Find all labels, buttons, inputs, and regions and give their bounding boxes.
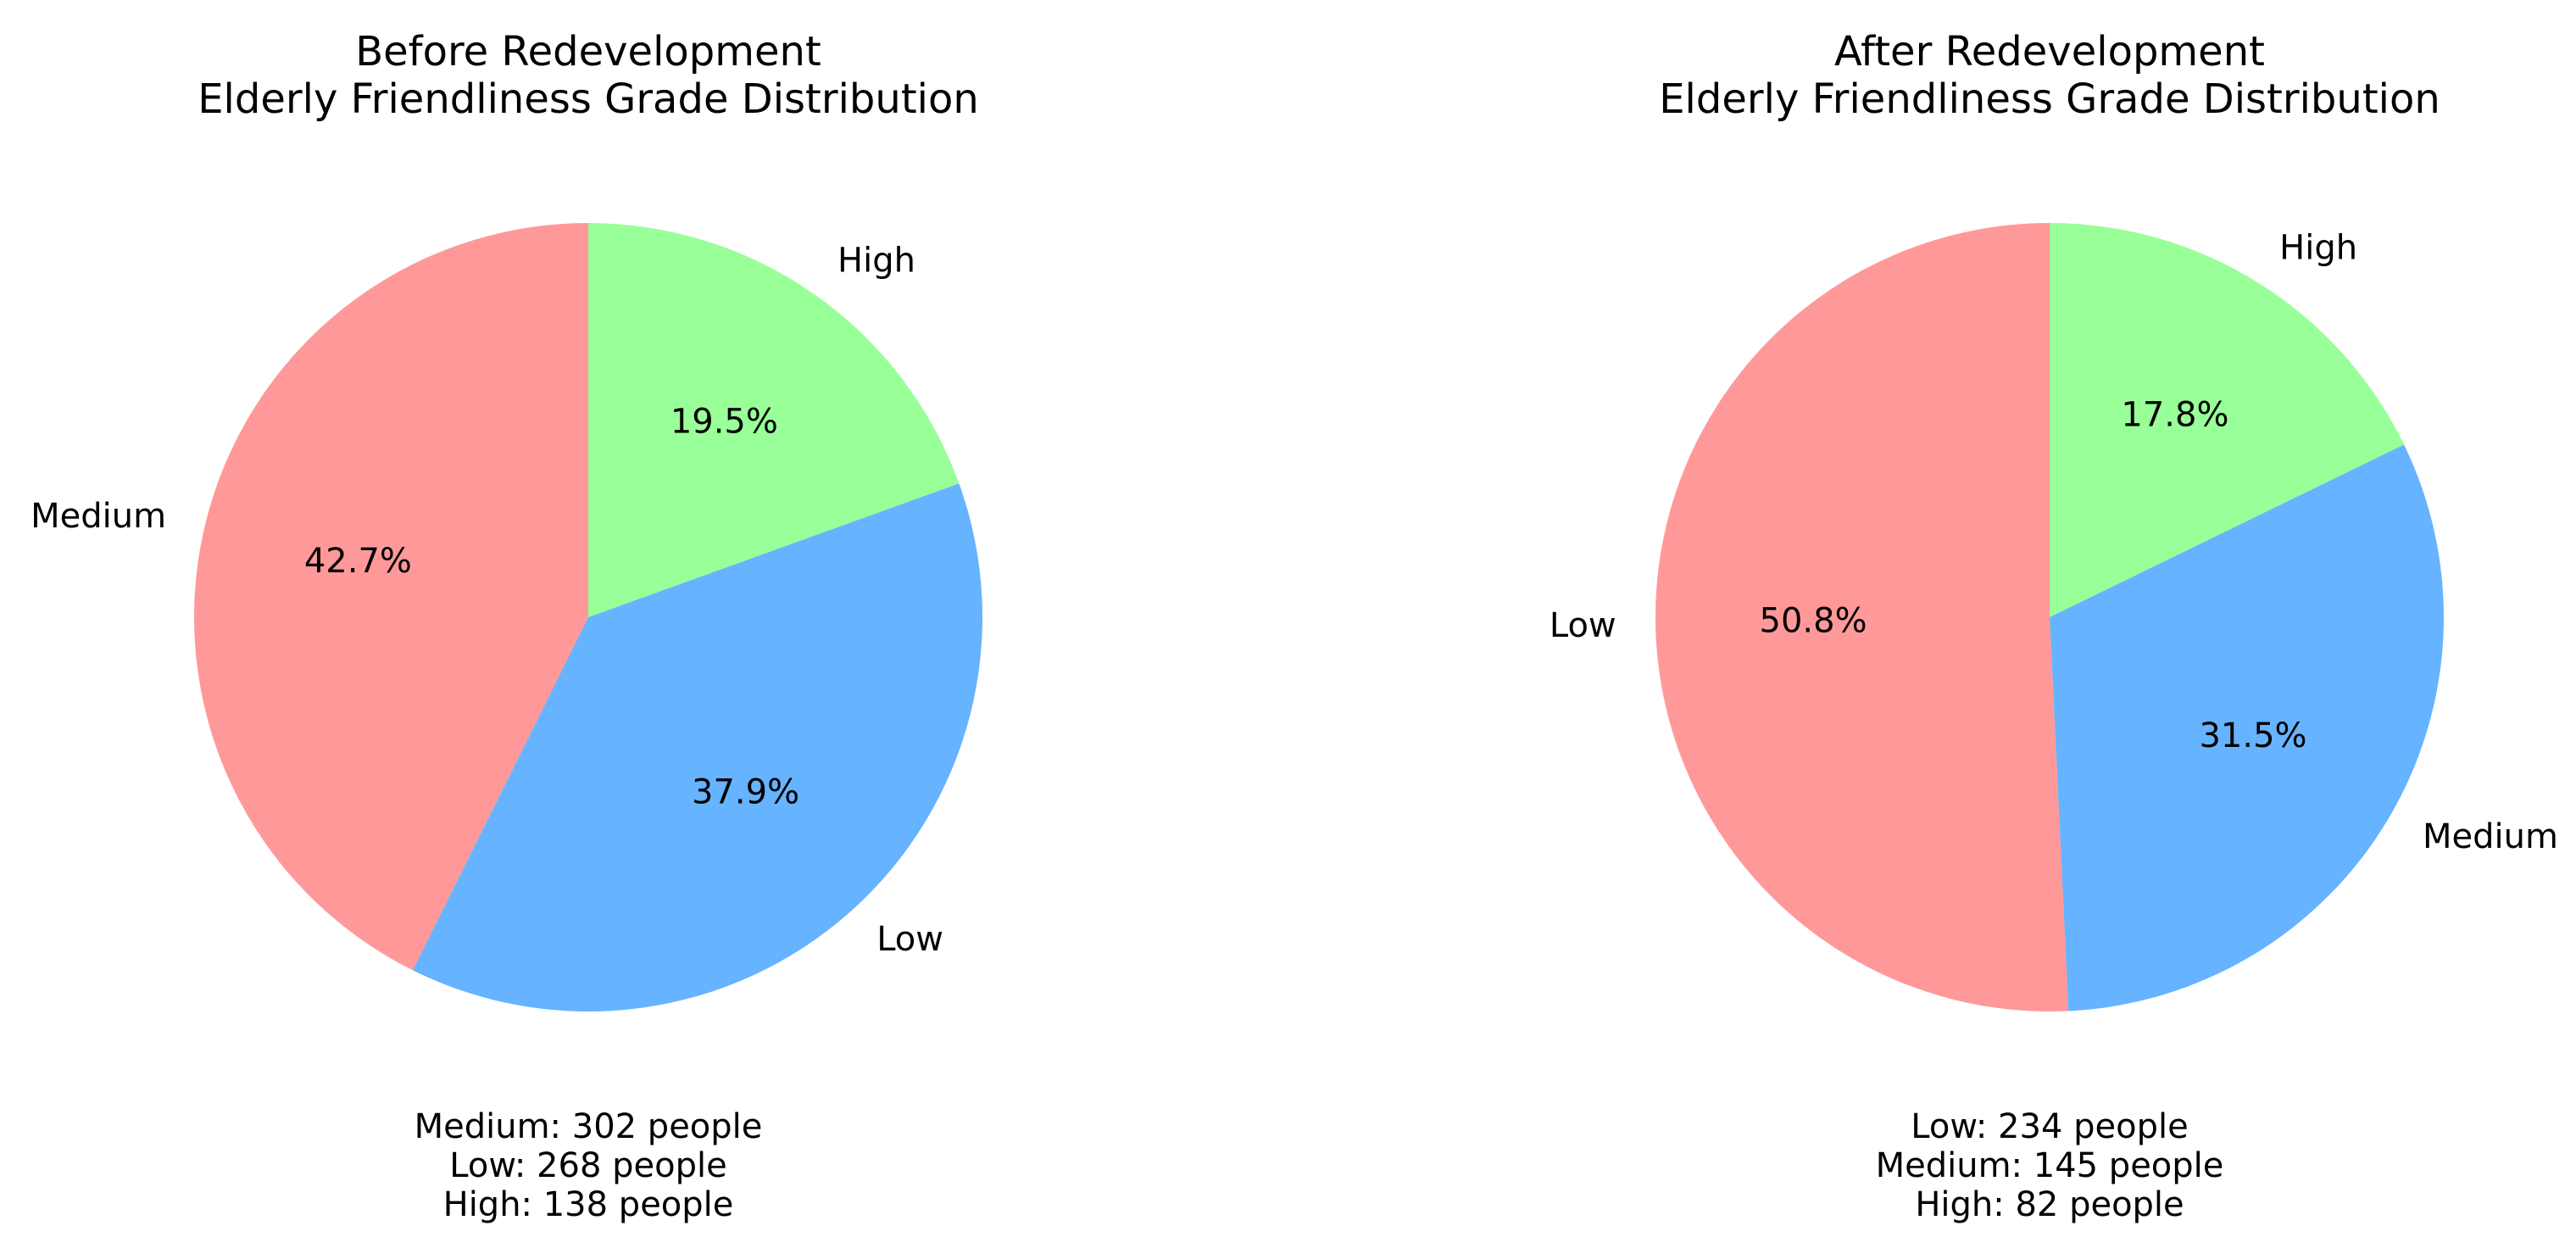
slice-percent-medium: 42.7% (304, 542, 412, 581)
slice-label-medium: Medium (2423, 817, 2558, 856)
slice-percent-low: 37.9% (692, 772, 799, 811)
people-count-line: High: 138 people (443, 1185, 734, 1224)
pie-slice-low (412, 483, 982, 1011)
pie-slice-medium (193, 223, 588, 971)
slice-label-high: High (837, 241, 915, 280)
chart-title-line: Elderly Friendliness Grade Distribution (1659, 75, 2440, 123)
slice-label-high: High (2279, 228, 2357, 267)
people-count-line: Medium: 145 people (1876, 1146, 2224, 1185)
slice-percent-medium: 31.5% (2199, 716, 2306, 755)
slice-label-low: Low (1549, 606, 1616, 645)
slice-label-medium: Medium (31, 497, 166, 536)
people-count-line: Low: 234 people (1911, 1107, 2188, 1146)
chart-title-line: After Redevelopment (1834, 28, 2265, 75)
slice-percent-high: 19.5% (670, 403, 778, 442)
chart-title-line: Elderly Friendliness Grade Distribution (198, 75, 979, 123)
people-count-line: High: 82 people (1915, 1185, 2184, 1224)
slice-percent-high: 17.8% (2121, 395, 2228, 434)
slice-percent-low: 50.8% (1760, 602, 1867, 641)
slice-label-low: Low (876, 920, 943, 959)
people-count-line: Medium: 302 people (414, 1107, 763, 1146)
pie-slice-high (588, 223, 960, 617)
pie-slice-high (2050, 223, 2405, 617)
pie-slice-medium (2050, 444, 2444, 1011)
pie-slice-low (1655, 223, 2069, 1011)
people-count-line: Low: 268 people (449, 1146, 726, 1185)
chart-title-line: Before Redevelopment (355, 28, 821, 75)
